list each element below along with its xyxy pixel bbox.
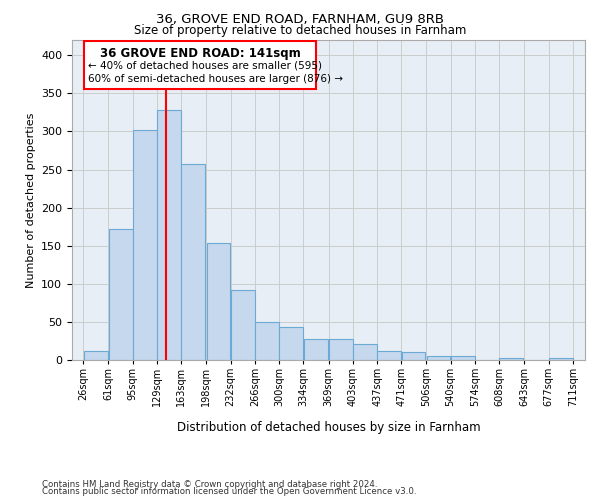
Bar (451, 356, 475, 360)
Text: Contains HM Land Registry data © Crown copyright and database right 2024.: Contains HM Land Registry data © Crown c… (42, 480, 377, 489)
Bar (280, 327, 304, 360)
Bar (353, 344, 377, 360)
Bar (377, 351, 401, 360)
Bar (255, 322, 279, 360)
Bar (329, 338, 353, 360)
Bar (427, 356, 451, 360)
Text: ← 40% of detached houses are smaller (595): ← 40% of detached houses are smaller (59… (88, 60, 322, 70)
Bar (231, 290, 255, 360)
Bar (109, 229, 133, 360)
Text: Contains public sector information licensed under the Open Government Licence v3: Contains public sector information licen… (42, 488, 416, 496)
Bar (499, 358, 523, 360)
Bar (304, 338, 328, 360)
Y-axis label: Number of detached properties: Number of detached properties (26, 112, 35, 288)
Bar (83, 351, 107, 360)
Text: 60% of semi-detached houses are larger (876) →: 60% of semi-detached houses are larger (… (88, 74, 343, 85)
Text: 36 GROVE END ROAD: 141sqm: 36 GROVE END ROAD: 141sqm (100, 47, 301, 60)
Bar (157, 110, 181, 360)
Text: 36, GROVE END ROAD, FARNHAM, GU9 8RB: 36, GROVE END ROAD, FARNHAM, GU9 8RB (156, 12, 444, 26)
Bar (206, 244, 230, 360)
Bar (549, 358, 572, 360)
Text: Size of property relative to detached houses in Farnham: Size of property relative to detached ho… (134, 24, 466, 37)
Text: Distribution of detached houses by size in Farnham: Distribution of detached houses by size … (177, 421, 481, 434)
Bar (133, 130, 157, 360)
Bar (401, 352, 425, 360)
FancyBboxPatch shape (84, 41, 316, 89)
Bar (181, 164, 205, 360)
